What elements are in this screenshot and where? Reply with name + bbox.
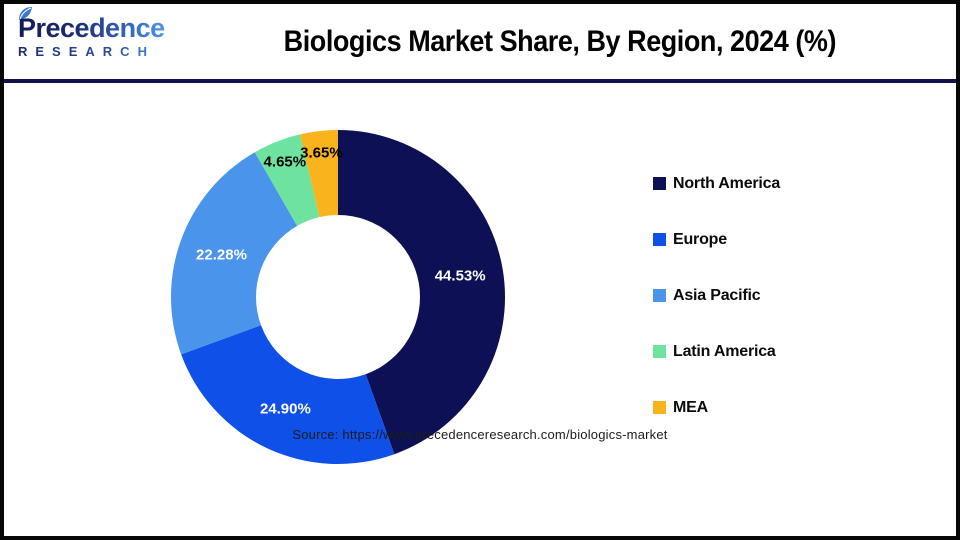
slice-value-label-north-america: 44.53%	[434, 267, 486, 285]
brand-subtitle: RESEARCH	[18, 44, 178, 59]
brand-text: Precedence	[18, 13, 165, 43]
slice-value-label-europe: 24.90%	[259, 400, 311, 418]
slice-value-label-latin-america: 4.65%	[263, 153, 307, 171]
donut-slice-europe	[181, 325, 395, 465]
legend-label: Asia Pacific	[673, 286, 761, 304]
brand-name: Precedence	[18, 7, 178, 43]
donut-chart: 44.53% 24.90% 22.28% 4.65% 3.65%	[138, 97, 538, 497]
legend-marker	[653, 345, 666, 358]
header-divider	[4, 79, 956, 83]
legend-item-latin-america: Latin America	[653, 342, 780, 361]
chart-area: 44.53% 24.90% 22.28% 4.65% 3.65% North Ameri…	[4, 83, 956, 536]
legend-label: MEA	[673, 398, 708, 416]
slice-value-label-asia-pacific: 22.28%	[196, 246, 247, 264]
legend-label: North America	[673, 174, 781, 192]
legend-item-mea: MEA	[653, 398, 780, 417]
page-title: Biologics Market Share, By Region, 2024 …	[283, 24, 837, 58]
header: Precedence RESEARCH Biologics Market Sha…	[4, 4, 956, 79]
brand-logo: Precedence RESEARCH	[18, 7, 178, 59]
leaf-icon	[19, 7, 32, 20]
title-container: Biologics Market Share, By Region, 2024 …	[164, 4, 956, 79]
legend-label: Latin America	[673, 342, 776, 360]
donut-slice-asia-pacific	[170, 152, 298, 355]
donut-slice-north-america	[338, 130, 506, 455]
legend-item-asia-pacific: Asia Pacific	[653, 286, 780, 305]
slice-value-label-mea: 3.65%	[300, 144, 343, 162]
legend-item-north-america: North America	[653, 174, 780, 193]
source-text: Source: https://www.precedenceresearch.c…	[292, 427, 668, 442]
chart-legend: North America Europe Asia Pacific Latin Ame…	[653, 174, 780, 417]
donut-slice-mea	[300, 130, 338, 218]
donut-slice-latin-america	[254, 134, 320, 226]
legend-label: Europe	[673, 230, 727, 248]
legend-item-europe: Europe	[653, 230, 780, 249]
legend-marker	[653, 401, 666, 414]
footer: Source: https://www.precedenceresearch.c…	[4, 426, 956, 444]
legend-marker	[653, 289, 666, 302]
legend-marker	[653, 177, 666, 190]
donut-svg	[170, 130, 506, 465]
legend-marker	[653, 233, 666, 246]
